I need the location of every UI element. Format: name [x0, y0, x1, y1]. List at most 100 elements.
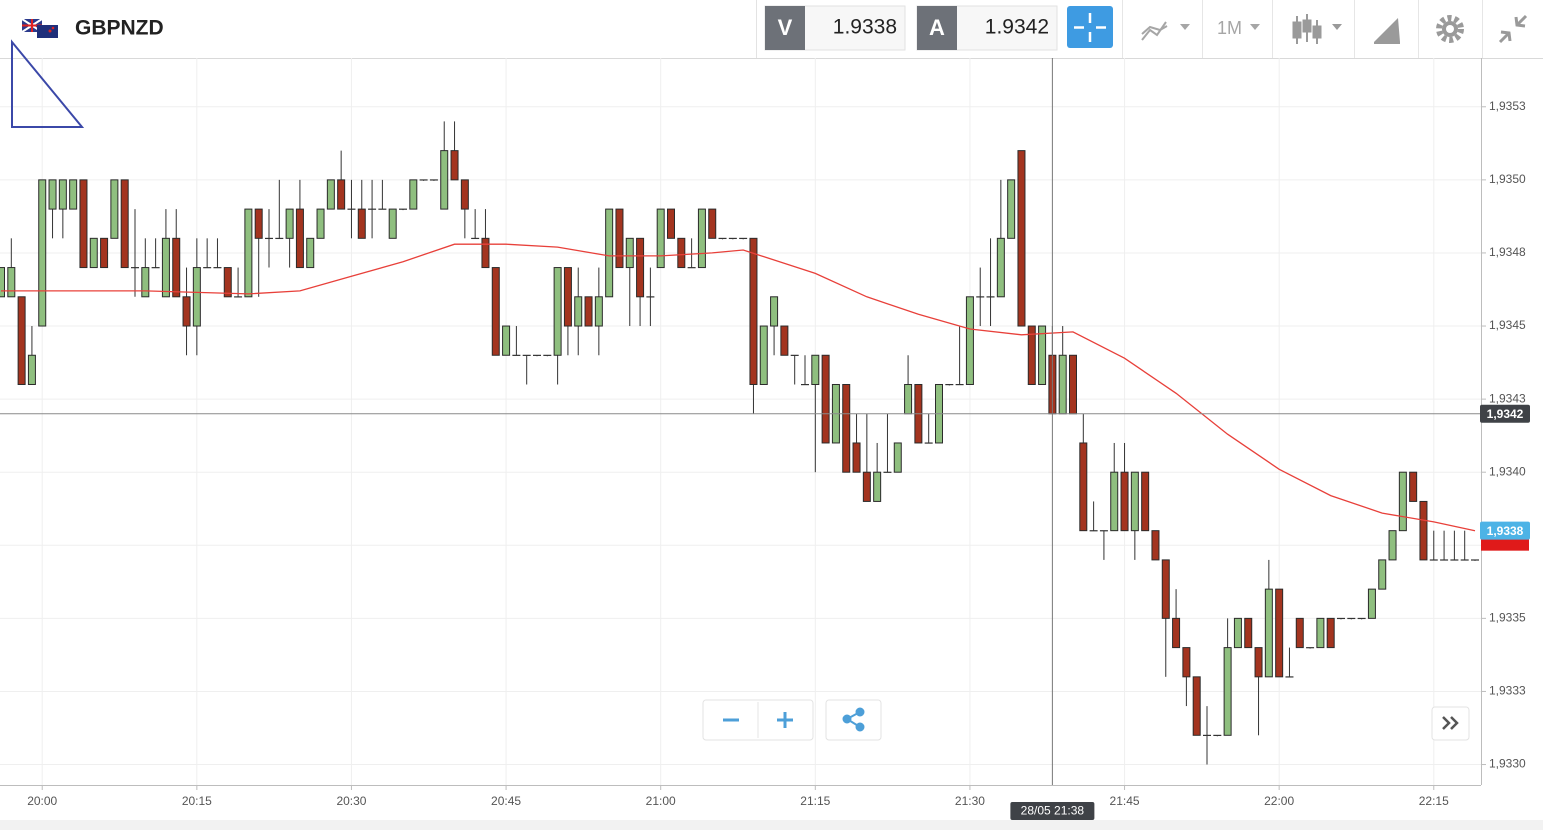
price-label: 1,9338	[1487, 524, 1524, 538]
candle-body	[821, 354, 830, 444]
candle-body	[615, 208, 624, 269]
settings-button[interactable]	[1436, 15, 1464, 43]
candle-body	[1110, 471, 1119, 532]
x-tick-label: 20:30	[336, 794, 366, 808]
scroll-bar[interactable]	[0, 820, 1543, 830]
candle-body	[254, 208, 263, 239]
candle-body	[1419, 500, 1428, 561]
candle-body	[996, 237, 1005, 298]
candle-body	[192, 267, 201, 327]
candle-body	[450, 150, 459, 181]
moving-average	[1, 243, 1476, 532]
chart-type-button[interactable]	[1292, 14, 1342, 44]
candle-body	[605, 208, 614, 298]
candle-body	[460, 179, 469, 210]
candle-body	[151, 267, 160, 269]
y-tick-label: 1,9335	[1489, 611, 1526, 625]
plot	[0, 58, 1481, 785]
candle-body	[306, 237, 315, 269]
bid-label: V	[778, 15, 793, 40]
candle-body	[893, 442, 902, 473]
candle-body	[656, 208, 665, 269]
share-button[interactable]	[842, 707, 865, 732]
candle-body	[1244, 617, 1253, 649]
candle-body	[718, 237, 727, 240]
candle-body	[790, 354, 799, 356]
candle-body	[347, 208, 356, 210]
candle-body	[481, 237, 490, 269]
candle-body	[1151, 530, 1160, 561]
ask-price: 1.9342	[985, 16, 1049, 39]
drawn-triangle	[11, 39, 85, 128]
candle-body	[368, 208, 377, 210]
collapse-button[interactable]	[1498, 14, 1528, 44]
candle-body	[1357, 617, 1366, 620]
candle-body	[1089, 530, 1098, 532]
y-tick-label: 1,9350	[1489, 172, 1526, 186]
candle-body	[69, 179, 78, 210]
candle-body	[223, 267, 232, 298]
candle-body	[1367, 588, 1376, 619]
indicators-button[interactable]	[1141, 21, 1190, 41]
candle-body	[842, 383, 851, 473]
candle-body	[161, 237, 170, 298]
y-tick-label: 1,9353	[1489, 99, 1526, 113]
candle-body	[440, 150, 449, 210]
candle-body	[749, 237, 758, 385]
candle-body	[924, 442, 933, 444]
scroll-right-button[interactable]	[1431, 706, 1470, 741]
drawing-button[interactable]	[1374, 18, 1400, 44]
candle-body	[7, 267, 16, 298]
candle-body	[203, 267, 212, 269]
x-tick-label: 21:45	[1110, 794, 1140, 808]
x-tick-label: 22:15	[1419, 794, 1449, 808]
candle-body	[38, 179, 47, 327]
candle-body	[1161, 559, 1170, 619]
candle-body	[646, 296, 655, 298]
timeframe-button[interactable]: 1M	[1217, 18, 1260, 38]
timeframe: 1M	[1217, 18, 1242, 38]
candle-body	[120, 179, 129, 269]
candle-body	[1398, 471, 1407, 532]
candle-body	[100, 237, 109, 269]
candle-body	[976, 296, 985, 298]
candle-body	[522, 354, 531, 356]
zoom-in[interactable]	[777, 712, 793, 728]
y-tick-label: 1,9330	[1489, 757, 1526, 771]
candle-body	[244, 208, 253, 298]
candle-body	[399, 208, 407, 210]
candle-body	[1285, 676, 1294, 678]
bid-price: 1.9338	[833, 16, 897, 39]
y-tick-label: 1,9345	[1489, 318, 1526, 332]
crosshair-button[interactable]	[1067, 6, 1113, 48]
candle-body	[388, 208, 397, 239]
candle-body	[563, 267, 572, 327]
candle-body	[1058, 354, 1067, 415]
candle-body	[213, 267, 222, 269]
x-tick-label: 20:45	[491, 794, 521, 808]
x-tick-label: 21:30	[955, 794, 985, 808]
candle-body	[337, 179, 346, 210]
candle-body	[708, 208, 717, 239]
candle-body	[1079, 442, 1088, 532]
x-tick-label: 20:00	[27, 794, 57, 808]
candle-body	[1254, 647, 1263, 678]
candle-body	[1337, 617, 1345, 620]
x-tick-label: 22:00	[1264, 794, 1294, 808]
price-label: 1,9342	[1487, 407, 1524, 421]
crosshair-label-box	[1010, 802, 1095, 820]
candle-body	[873, 471, 882, 502]
candle-body	[1182, 647, 1191, 678]
candle-body	[1450, 559, 1459, 561]
candle-body	[986, 296, 995, 298]
candle-body	[378, 208, 387, 210]
candle-body	[852, 442, 861, 473]
candle-body	[1120, 471, 1129, 532]
crosshair-label: 28/05 21:38	[1021, 804, 1085, 818]
candle-body	[667, 208, 675, 239]
candle-body	[1027, 325, 1036, 385]
candle-body	[326, 179, 335, 210]
flag-icon	[21, 18, 58, 38]
price-marker-bar	[1481, 538, 1529, 551]
